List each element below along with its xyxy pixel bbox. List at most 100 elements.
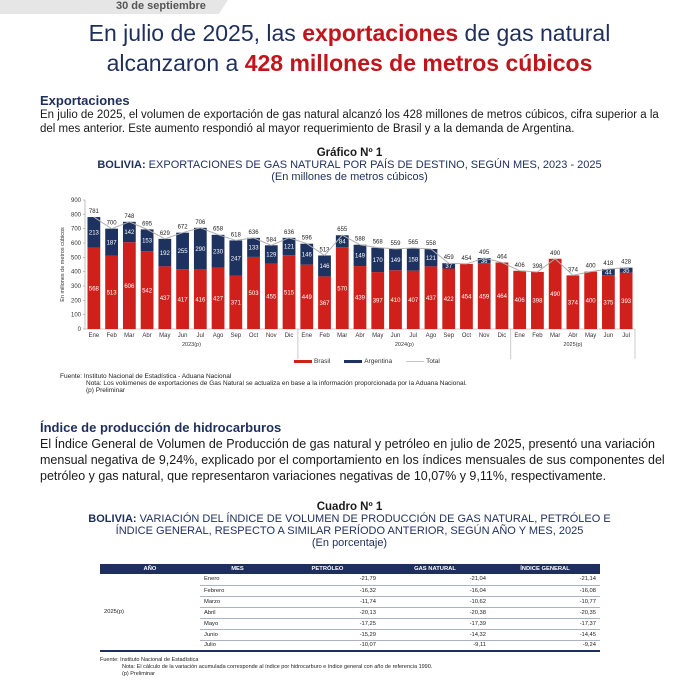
col-header-indice: ÍNDICE GENERAL [490, 564, 600, 574]
figure-unit: (En millones de metros cúbicos) [271, 171, 428, 183]
bar-argentina [602, 268, 615, 276]
x-tick-label: Mar [337, 333, 347, 339]
indice-cell: -14,45 [490, 629, 600, 641]
indice-cell: -16,08 [490, 585, 600, 597]
petroleo-cell: -21,79 [275, 574, 380, 586]
bar-brasil [105, 255, 118, 329]
argentina-value-label: 213 [89, 231, 100, 237]
bar-argentina [105, 228, 118, 256]
total-value-label: 459 [444, 255, 455, 261]
month-cell: Abril [200, 607, 275, 619]
table-heading: Cuadro Nº 1 BOLIVIA: VARIACIÓN DEL ÍNDIC… [0, 501, 699, 549]
brasil-value-label: 570 [337, 286, 348, 292]
total-value-label: 428 [621, 260, 632, 266]
total-value-label: 495 [479, 250, 490, 256]
y-axis-label: En millones de metros cúbicos [60, 227, 66, 302]
bar-argentina [477, 258, 491, 264]
total-line [93, 216, 627, 276]
total-value-label: 655 [337, 227, 348, 233]
total-value-label: 584 [266, 237, 277, 243]
section-title-exportaciones: Exportaciones [40, 93, 130, 108]
argentina-value-label: 146 [302, 252, 313, 258]
x-tick-label: Jun [391, 333, 401, 339]
x-tick-label: Ago [213, 333, 224, 339]
table-unit: (En porcentaje) [311, 537, 388, 549]
argentina-value-label: 158 [408, 258, 419, 264]
x-tick-label: Sep [230, 333, 241, 339]
brasil-value-label: 542 [142, 288, 153, 294]
petroleo-cell: -20,13 [275, 607, 380, 619]
legend-swatch-total [406, 360, 425, 362]
bar-argentina [619, 267, 633, 273]
bar-brasil [584, 271, 598, 329]
argentina-value-label: 187 [107, 240, 118, 246]
total-value-label: 374 [568, 267, 579, 273]
y-tick-label: 0 [78, 327, 82, 333]
bar-argentina [389, 248, 402, 271]
y-tick-label: 100 [71, 313, 82, 319]
indice-cell: -21,14 [490, 574, 600, 586]
total-value-label: 618 [231, 232, 242, 238]
brasil-value-label: 375 [603, 300, 614, 306]
col-header-ano: AÑO [100, 564, 200, 574]
bar-brasil [247, 256, 260, 329]
figure-note: Nota: Los volúmenes de exportaciones de … [86, 380, 467, 387]
brasil-value-label: 410 [390, 298, 401, 304]
y-tick-label: 900 [71, 198, 82, 204]
x-tick-label: Jul [622, 333, 630, 339]
petroleo-cell: -16,32 [275, 585, 380, 597]
section-title-indice: Índice de producción de hidrocarburos [40, 420, 282, 435]
total-value-label: 781 [89, 209, 100, 215]
bar-brasil [282, 255, 296, 329]
gas-cell: -9,11 [380, 640, 490, 652]
bar-brasil [619, 272, 633, 329]
table-row: Junio -15,29 -14,32 -14,45 [100, 629, 600, 641]
y-tick-label: 800 [71, 212, 82, 218]
argentina-value-label: 230 [213, 250, 224, 256]
chart-legend: Brasil Argentina Total [294, 358, 440, 365]
month-cell: Marzo [200, 596, 275, 608]
x-tick-label: May [585, 333, 596, 339]
bar-argentina [300, 243, 314, 265]
col-header-gas: GAS NATURAL [380, 564, 490, 574]
figure-source: Fuente: Instituto Nacional de Estadístic… [60, 373, 232, 380]
bar-argentina [247, 237, 260, 257]
y-tick-label: 500 [71, 255, 82, 261]
brasil-value-label: 371 [231, 301, 242, 307]
total-value-label: 558 [426, 241, 437, 247]
figure-prelim: (p) Preliminar [86, 387, 126, 394]
argentina-value-label: 149 [390, 258, 401, 264]
year-cell: 2025(p) [100, 574, 200, 652]
bar-brasil [140, 251, 154, 329]
argentina-value-label: 146 [320, 264, 331, 270]
brasil-value-label: 449 [302, 295, 313, 301]
table-row: Julio -10,07 -9,11 -9,24 [100, 640, 600, 652]
brasil-value-label: 568 [89, 286, 100, 292]
argentina-value-label: 121 [426, 256, 437, 262]
total-value-label: 398 [532, 264, 543, 270]
bar-argentina [229, 240, 243, 276]
petroleo-cell: -17,25 [275, 618, 380, 630]
petroleo-cell: -15,29 [275, 629, 380, 641]
x-tick-label: Jun [604, 333, 614, 339]
bar-argentina [442, 263, 456, 269]
brasil-value-label: 437 [426, 296, 437, 302]
bar-brasil [548, 258, 562, 329]
brasil-value-label: 400 [586, 299, 597, 305]
total-value-label: 596 [302, 236, 313, 242]
total-value-label: 700 [107, 221, 118, 227]
brasil-value-label: 437 [160, 296, 171, 302]
x-tick-label: Oct [249, 333, 259, 339]
total-value-label: 748 [124, 214, 135, 220]
argentina-value-label: 133 [249, 246, 260, 252]
month-cell: Junio [200, 629, 275, 641]
brasil-value-label: 427 [213, 297, 224, 303]
x-tick-label: Abr [355, 333, 364, 339]
date-banner [0, 0, 228, 14]
bar-brasil [602, 275, 615, 329]
brasil-value-label: 374 [568, 300, 579, 306]
bar-argentina [158, 238, 172, 267]
x-tick-label: May [159, 333, 170, 339]
bar-brasil [442, 268, 456, 329]
x-tick-label: Abr [568, 333, 577, 339]
